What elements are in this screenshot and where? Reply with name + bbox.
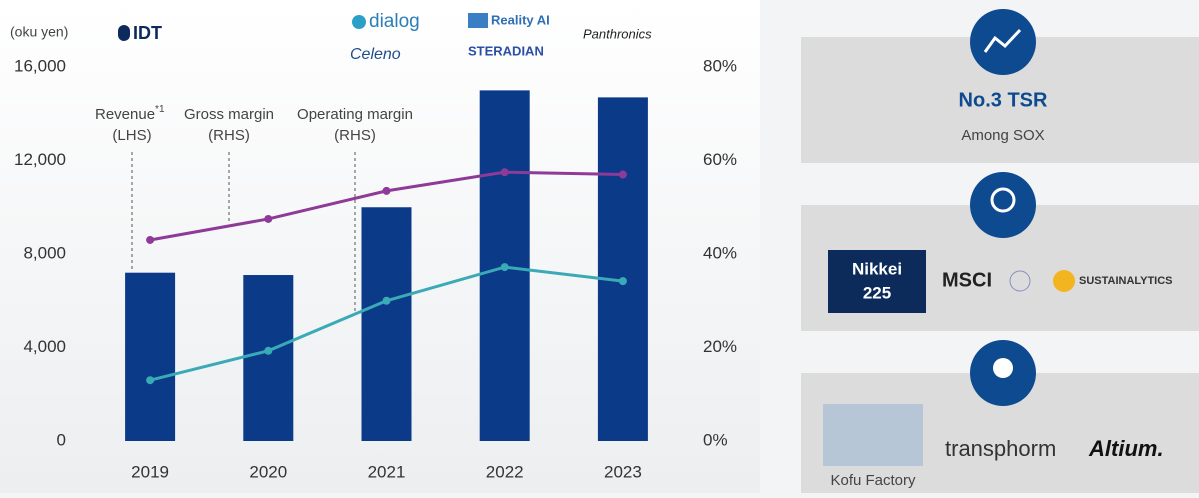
- annotation-note: (RHS): [208, 127, 250, 144]
- annotation-name: Gross margin: [184, 106, 274, 123]
- logo-icon: [352, 15, 366, 29]
- logo: transphorm: [945, 436, 1056, 461]
- y-tick-label: 12,000: [14, 150, 66, 169]
- photo: [823, 404, 923, 466]
- logo: Altium.: [1088, 436, 1164, 461]
- point: [264, 346, 273, 355]
- point: [382, 186, 391, 195]
- logo: Celeno: [350, 46, 401, 63]
- annotation-name: Revenue: [95, 106, 155, 123]
- caption: Kofu Factory: [830, 472, 916, 489]
- y-tick-label: 4,000: [23, 337, 66, 356]
- icon-glyph: [983, 28, 1022, 53]
- logo: Reality AI: [491, 12, 550, 27]
- logo: MSCI: [942, 269, 992, 291]
- x-tick-label: 2021: [368, 462, 406, 481]
- logo: dialog: [369, 11, 420, 32]
- logo: STERADIAN: [468, 43, 544, 58]
- y-tick-label: 16,000: [14, 56, 66, 75]
- y-tick-label: 0: [57, 430, 66, 449]
- logo: IDT: [133, 23, 162, 43]
- x-tick-label: 2022: [486, 462, 524, 481]
- unit-label: (oku yen): [10, 24, 68, 40]
- y2-tick-label: 20%: [703, 337, 737, 356]
- annotation-note: (RHS): [334, 127, 376, 144]
- logo-tile: [828, 250, 926, 313]
- point: [382, 296, 391, 305]
- y2-tick-label: 60%: [703, 150, 737, 169]
- icon-glyph: [990, 187, 1016, 213]
- y-tick-label: 8,000: [23, 243, 66, 262]
- y2-tick-label: 80%: [703, 56, 737, 75]
- logo: 225: [863, 283, 891, 302]
- x-tick-label: 2020: [249, 462, 287, 481]
- point: [264, 214, 273, 223]
- bar: [125, 272, 176, 441]
- point: [618, 170, 627, 179]
- point: [618, 277, 627, 286]
- icon: [970, 9, 1036, 75]
- panel-title: No.3 TSR: [959, 89, 1048, 111]
- annotation-name: Operating margin: [297, 106, 413, 123]
- icon: [970, 172, 1036, 238]
- bar: [597, 97, 648, 441]
- bar: [361, 207, 412, 441]
- point: [500, 263, 509, 272]
- point: [146, 376, 155, 385]
- logo-icon: [118, 25, 130, 41]
- logo-icon: [1009, 270, 1031, 292]
- logo: Panthronics: [583, 26, 652, 41]
- logo: SUSTAINALYTICS: [1079, 275, 1173, 287]
- x-tick-label: 2019: [131, 462, 169, 481]
- logo-icon: [468, 13, 488, 28]
- logo-icon: [1053, 270, 1075, 292]
- annotation: Revenue*1: [95, 104, 165, 123]
- icon-glyph: [993, 358, 1013, 378]
- point: [146, 235, 155, 244]
- logo: Nikkei: [852, 259, 902, 278]
- bar: [243, 275, 294, 441]
- y2-tick-label: 40%: [703, 243, 737, 262]
- y2-tick-label: 0%: [703, 430, 728, 449]
- footnote-mark: *1: [155, 104, 165, 115]
- point: [500, 168, 509, 177]
- x-tick-label: 2023: [604, 462, 642, 481]
- annotation-note: (LHS): [112, 127, 151, 144]
- panel-subtitle: Among SOX: [961, 127, 1044, 144]
